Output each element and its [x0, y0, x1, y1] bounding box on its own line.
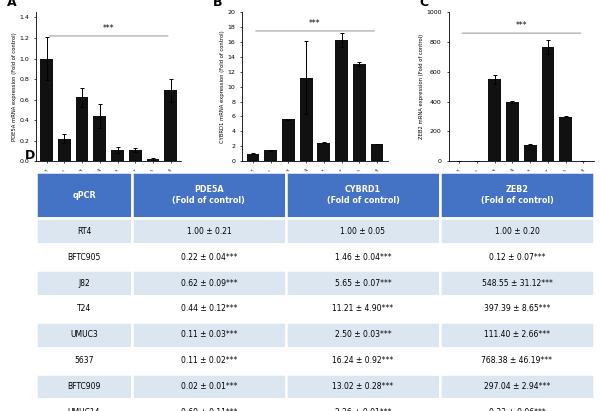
- Text: A: A: [7, 0, 17, 9]
- Bar: [76, 97, 88, 161]
- Bar: [111, 150, 124, 161]
- Y-axis label: CYBRD1 mRNA expression (Fold of control): CYBRD1 mRNA expression (Fold of control): [220, 30, 226, 143]
- Bar: [129, 150, 142, 161]
- Y-axis label: ZEB2 mRNA expression (Fold of control): ZEB2 mRNA expression (Fold of control): [419, 34, 424, 139]
- Bar: [164, 90, 177, 161]
- Bar: [506, 102, 519, 161]
- Bar: [371, 144, 383, 161]
- Y-axis label: PDE5A mRNA expression (Fold of control): PDE5A mRNA expression (Fold of control): [12, 32, 17, 141]
- Bar: [94, 116, 106, 161]
- Bar: [542, 47, 554, 161]
- Bar: [40, 58, 53, 161]
- Text: C: C: [419, 0, 429, 9]
- Bar: [335, 40, 348, 161]
- Bar: [524, 145, 536, 161]
- Bar: [146, 159, 160, 161]
- Bar: [247, 154, 259, 161]
- Text: ***: ***: [309, 19, 321, 28]
- Text: B: B: [213, 0, 223, 9]
- Text: ***: ***: [515, 21, 527, 30]
- Bar: [300, 78, 313, 161]
- Bar: [265, 150, 277, 161]
- Bar: [58, 139, 71, 161]
- Bar: [282, 119, 295, 161]
- Bar: [559, 117, 572, 161]
- Bar: [317, 143, 330, 161]
- Bar: [353, 64, 365, 161]
- Text: D: D: [25, 150, 35, 162]
- Text: ***: ***: [103, 24, 115, 33]
- Bar: [488, 79, 501, 161]
